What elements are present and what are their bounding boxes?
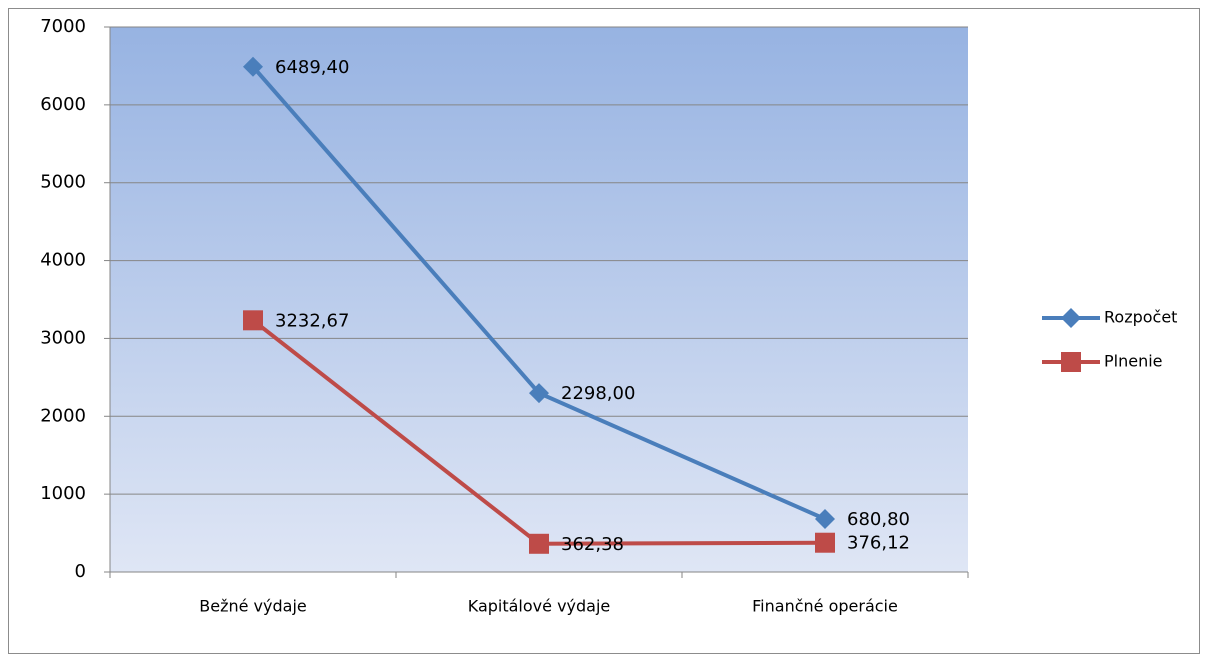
data-point — [243, 310, 263, 331]
x-tick-label: Finančné operácie — [752, 597, 898, 616]
x-tick-label: Kapitálové výdaje — [468, 597, 611, 616]
data-label: 3232,67 — [275, 310, 349, 331]
y-tick-label: 3000 — [40, 327, 86, 348]
data-label: 362,38 — [561, 534, 624, 555]
data-point — [243, 56, 263, 77]
legend-label: Plnenie — [1104, 352, 1163, 371]
legend-marker — [1061, 308, 1081, 328]
data-label: 2298,00 — [561, 383, 635, 404]
y-tick-label: 0 — [75, 561, 86, 582]
x-tick-label: Bežné výdaje — [199, 597, 306, 616]
data-label: 6489,40 — [275, 57, 349, 78]
data-label: 680,80 — [847, 509, 910, 530]
y-tick-label: 2000 — [40, 405, 86, 426]
y-tick-label: 4000 — [40, 250, 86, 271]
y-tick-label: 1000 — [40, 483, 86, 504]
plot-area — [110, 27, 968, 572]
data-point — [815, 532, 835, 553]
data-point — [529, 383, 549, 404]
legend-marker — [1061, 352, 1081, 372]
data-point — [529, 533, 549, 554]
data-label: 376,12 — [847, 533, 910, 554]
legend-label: Rozpočet — [1104, 308, 1177, 327]
y-tick-label: 5000 — [40, 172, 86, 193]
y-tick-label: 6000 — [40, 94, 86, 115]
data-point — [815, 508, 835, 529]
y-tick-label: 7000 — [40, 16, 86, 37]
